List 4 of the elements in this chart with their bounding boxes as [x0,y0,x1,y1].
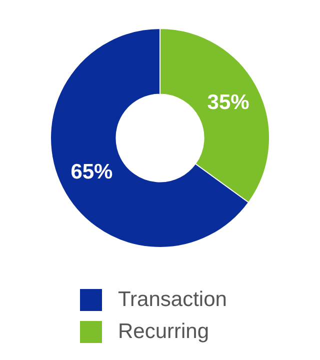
data-label: 65% [70,160,114,184]
legend-label: Recurring [118,320,210,344]
legend-label: Transaction [118,288,227,312]
data-label: 35% [207,91,250,114]
